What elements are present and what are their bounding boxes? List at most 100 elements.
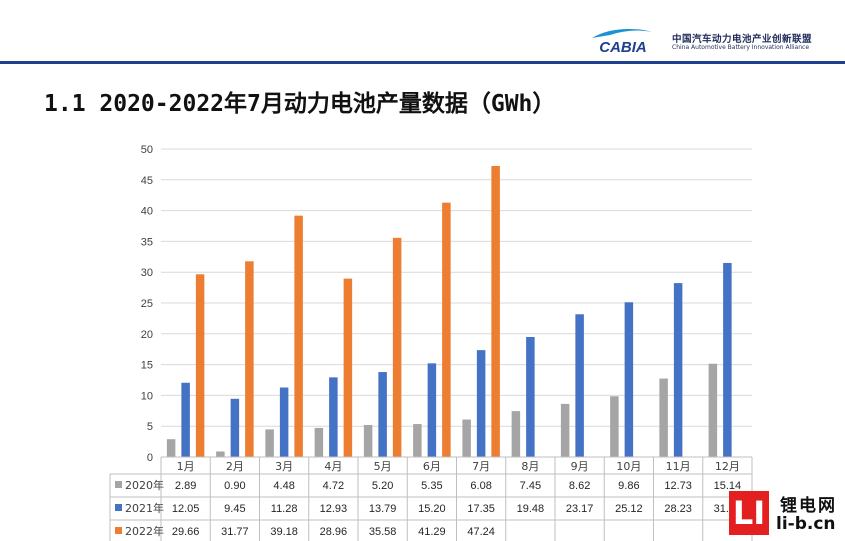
bar-2021年-2月 xyxy=(230,398,240,457)
data-label: 11.28 xyxy=(271,503,298,515)
bar-2021年-9月 xyxy=(575,314,584,457)
bar-2020年-10月 xyxy=(610,396,619,457)
org-name-cn: 中国汽车动力电池产业创新联盟 xyxy=(672,34,813,45)
data-label: 9.45 xyxy=(224,503,245,515)
bar-2022年-1月 xyxy=(195,274,205,457)
bar-2020年-11月 xyxy=(659,378,668,457)
bar-2020年-3月 xyxy=(265,429,274,457)
y-tick-label: 50 xyxy=(141,144,153,156)
x-tick-label: 11月 xyxy=(666,460,691,473)
legend-label: 2022年 xyxy=(125,524,164,538)
data-label: 28.96 xyxy=(320,526,348,538)
bar-2020年-8月 xyxy=(511,411,521,457)
watermark-logo-text: LI xyxy=(732,494,766,532)
bar-2020年-9月 xyxy=(560,403,570,457)
y-tick-label: 15 xyxy=(141,360,153,372)
data-label: 5.35 xyxy=(421,480,442,492)
data-label: 12.73 xyxy=(664,480,692,492)
x-tick-label: 1月 xyxy=(177,460,195,473)
data-label: 0.90 xyxy=(224,480,245,492)
bar-2021年-8月 xyxy=(526,337,535,457)
header-rule xyxy=(0,61,845,64)
bar-2020年-6月 xyxy=(413,424,422,457)
bar-2022年-6月 xyxy=(442,202,451,457)
y-tick-label: 25 xyxy=(141,298,153,310)
bar-2020年-4月 xyxy=(314,427,324,457)
bar-2021年-12月 xyxy=(723,262,732,457)
data-label: 12.05 xyxy=(172,503,200,515)
bar-2022年-7月 xyxy=(491,166,500,458)
data-label: 28.23 xyxy=(664,503,692,515)
y-tick-label: 40 xyxy=(141,206,153,218)
data-label: 5.20 xyxy=(372,480,393,492)
bar-2020年-2月 xyxy=(216,451,225,457)
bar-2021年-5月 xyxy=(378,372,387,457)
bar-2021年-10月 xyxy=(624,302,634,457)
data-label: 47.24 xyxy=(467,526,495,538)
x-tick-label: 10月 xyxy=(616,460,641,473)
page-header: CABIA 中国汽车动力电池产业创新联盟 China Automotive Ba… xyxy=(0,0,845,64)
watermark-name: 锂电网 xyxy=(780,496,837,516)
x-tick-label: 3月 xyxy=(275,460,293,473)
y-tick-label: 45 xyxy=(141,175,153,187)
bar-2022年-2月 xyxy=(245,261,254,457)
bar-2021年-11月 xyxy=(673,283,683,457)
y-tick-label: 35 xyxy=(141,236,153,248)
bar-2021年-4月 xyxy=(329,377,338,457)
bar-2020年-5月 xyxy=(363,424,373,457)
bar-2022年-3月 xyxy=(294,215,303,457)
data-label: 29.66 xyxy=(172,526,200,538)
y-tick-label: 20 xyxy=(141,329,153,341)
x-tick-label: 12月 xyxy=(715,460,740,473)
data-label: 6.08 xyxy=(470,480,491,492)
org-name-en: China Automotive Battery Innovation Alli… xyxy=(672,44,810,51)
data-label: 35.58 xyxy=(369,526,397,538)
bar-2022年-5月 xyxy=(392,237,402,457)
data-label: 15.14 xyxy=(714,480,742,492)
cabia-logo: CABIA xyxy=(592,29,652,56)
watermark-url: li-b.cn xyxy=(776,514,836,534)
data-label: 19.48 xyxy=(517,503,545,515)
x-tick-label: 8月 xyxy=(521,460,539,473)
bar-2022年-4月 xyxy=(343,278,353,457)
y-tick-label: 10 xyxy=(141,390,153,402)
x-tick-label: 5月 xyxy=(374,460,392,473)
x-tick-label: 2月 xyxy=(226,460,244,473)
legend-label: 2020年 xyxy=(125,478,164,492)
bar-2021年-3月 xyxy=(279,387,289,457)
legend-key-2022年 xyxy=(115,527,122,534)
y-tick-label: 5 xyxy=(147,421,153,433)
data-label: 41.29 xyxy=(418,526,446,538)
bar-2021年-6月 xyxy=(427,363,437,457)
bar-2020年-7月 xyxy=(462,419,471,457)
watermark-logo: LI xyxy=(729,491,769,535)
data-label: 25.12 xyxy=(615,503,643,515)
x-tick-label: 9月 xyxy=(571,460,589,473)
data-label: 9.86 xyxy=(618,480,639,492)
y-tick-label: 30 xyxy=(141,267,153,279)
legend-key-2020年 xyxy=(115,481,122,488)
data-label: 13.79 xyxy=(369,503,397,515)
legend-label: 2021年 xyxy=(125,501,164,515)
logo-text: CABIA xyxy=(599,39,647,56)
bar-2021年-1月 xyxy=(181,382,190,457)
y-tick-label: 0 xyxy=(147,452,153,464)
data-label: 12.93 xyxy=(320,503,348,515)
data-label: 2.89 xyxy=(175,480,196,492)
bar-2021年-7月 xyxy=(476,350,486,457)
data-label: 17.35 xyxy=(467,503,495,515)
data-label: 31.77 xyxy=(221,526,249,538)
bar-2020年-12月 xyxy=(708,363,718,457)
data-label: 8.62 xyxy=(569,480,590,492)
x-tick-label: 4月 xyxy=(324,460,342,473)
data-label: 4.72 xyxy=(323,480,344,492)
legend-key-2021年 xyxy=(115,504,122,511)
data-label: 15.20 xyxy=(418,503,446,515)
data-label: 7.45 xyxy=(520,480,541,492)
x-tick-label: 6月 xyxy=(423,460,441,473)
data-label: 4.48 xyxy=(273,480,294,492)
bar-2020年-1月 xyxy=(166,439,176,457)
data-label: 39.18 xyxy=(270,526,298,538)
x-tick-label: 7月 xyxy=(472,460,490,473)
